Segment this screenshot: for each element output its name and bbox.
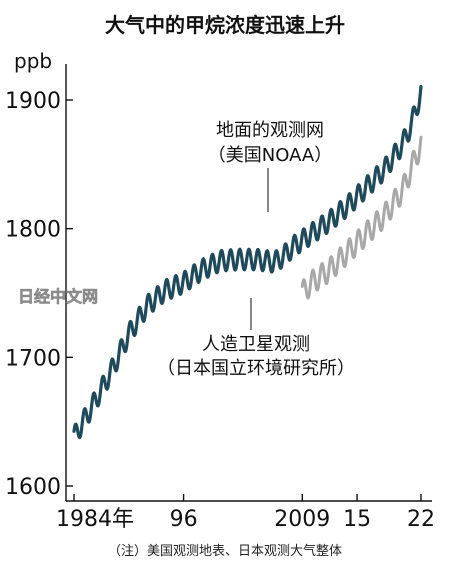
y-tick-label: 1600 — [5, 475, 61, 500]
x-tick-label: 2009 — [274, 507, 330, 532]
series-label-noaa: 地面的观测网 — [216, 120, 324, 141]
y-tick-label: 1800 — [5, 218, 61, 243]
x-axis-ticks: 1984年 96 2009 15 22 — [56, 494, 435, 532]
chart-title: 大气中的甲烷浓度迅速上升 — [105, 13, 345, 37]
y-tick-label: 1900 — [5, 89, 61, 114]
y-axis-ticks: 1600 1700 1800 1900 — [5, 89, 73, 500]
series-layer — [72, 84, 423, 440]
x-tick-label: 22 — [407, 507, 435, 532]
x-tick-label: 15 — [343, 507, 371, 532]
y-tick-label: 1700 — [5, 346, 61, 371]
series-label-satellite: 人造卫星观测 — [202, 334, 310, 355]
y-axis-unit: ppb — [14, 49, 52, 73]
x-tick-label: 1984年 — [56, 507, 134, 532]
watermark: 日经中文网 — [18, 287, 98, 306]
series-sublabel-satellite: （日本国立环境研究所） — [157, 358, 355, 379]
x-tick-label: 96 — [170, 507, 198, 532]
series-line-satellite — [300, 135, 423, 300]
source-note: （注）美国观测地表、日本观测大气整体 — [108, 543, 342, 559]
series-sublabel-noaa: （美国NOAA） — [208, 145, 332, 166]
series-line-noaa — [72, 84, 423, 440]
